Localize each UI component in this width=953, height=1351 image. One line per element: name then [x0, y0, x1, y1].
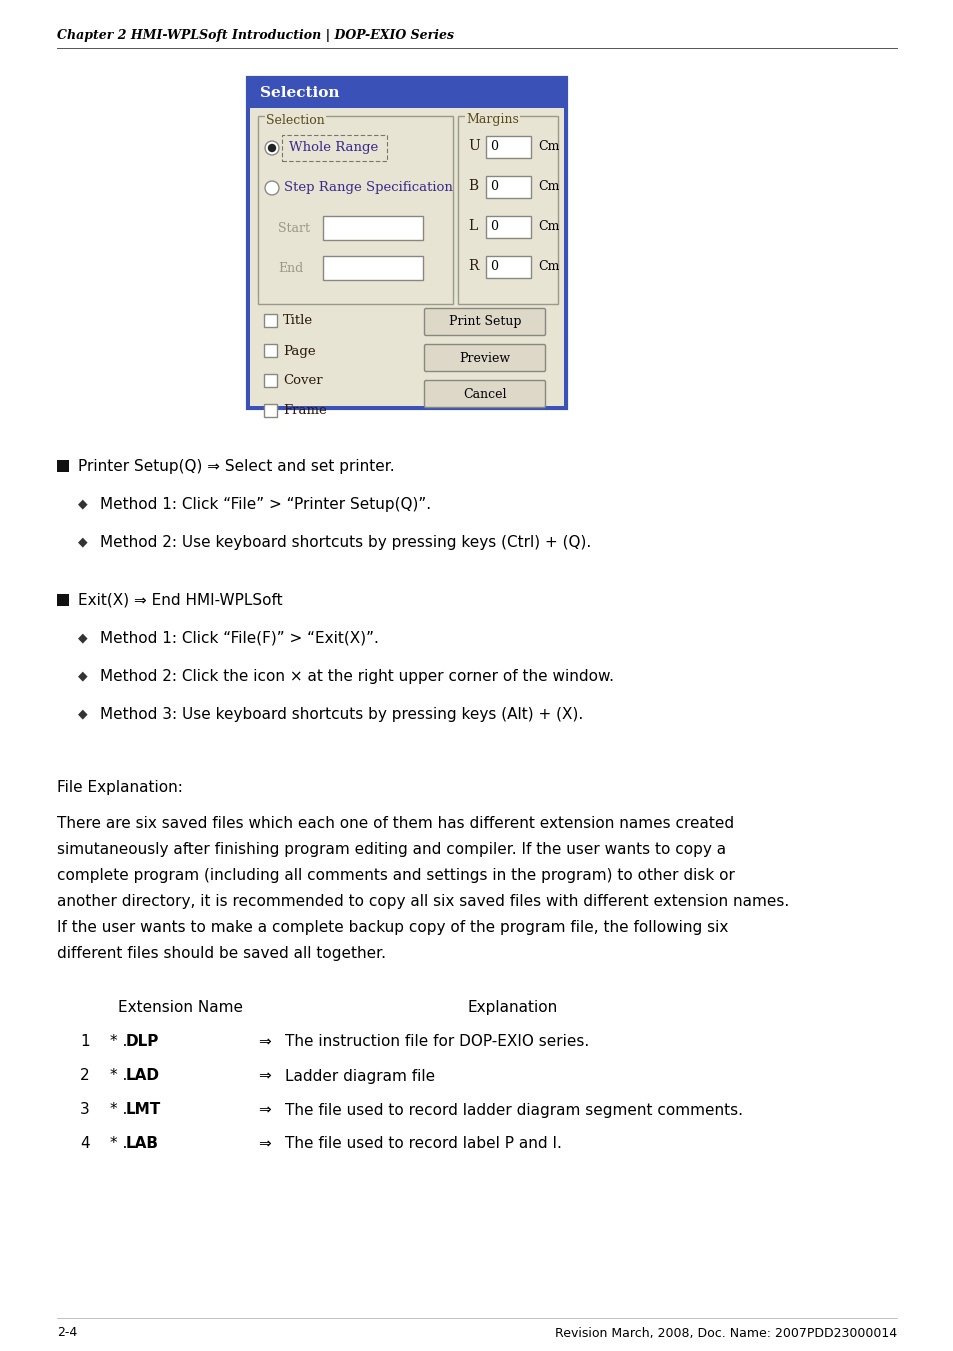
Text: End: End — [277, 262, 303, 274]
Bar — [250, 78, 563, 108]
Text: * .: * . — [110, 1035, 128, 1050]
Text: Method 2: Click the icon × at the right upper corner of the window.: Method 2: Click the icon × at the right … — [100, 669, 614, 684]
Text: * .: * . — [110, 1102, 128, 1117]
FancyBboxPatch shape — [424, 308, 545, 335]
Bar — [457, 116, 558, 304]
Text: Chapter 2 HMI-WPLSoft Introduction | DOP-EXIO Series: Chapter 2 HMI-WPLSoft Introduction | DOP… — [57, 28, 454, 42]
Text: Cm: Cm — [537, 259, 558, 273]
Text: Selection: Selection — [260, 86, 339, 100]
Text: Cover: Cover — [283, 374, 322, 388]
Circle shape — [265, 181, 278, 195]
Text: Margins: Margins — [465, 113, 518, 127]
Text: Cm: Cm — [537, 219, 558, 232]
Text: Preview: Preview — [459, 351, 510, 365]
Text: B: B — [468, 178, 477, 193]
Bar — [57, 459, 69, 471]
Text: There are six saved files which each one of them has different extension names c: There are six saved files which each one… — [57, 816, 734, 831]
FancyBboxPatch shape — [424, 345, 545, 372]
Text: 0: 0 — [490, 139, 497, 153]
Text: The instruction file for DOP-EXIO series.: The instruction file for DOP-EXIO series… — [285, 1035, 589, 1050]
Text: Explanation: Explanation — [468, 1000, 558, 1015]
Text: Revision March, 2008, Doc. Name: 2007PDD23000014: Revision March, 2008, Doc. Name: 2007PDD… — [555, 1327, 896, 1339]
Text: ◆: ◆ — [78, 708, 88, 720]
Text: ⇒: ⇒ — [257, 1069, 271, 1084]
Circle shape — [268, 145, 275, 151]
Text: Printer Setup(Q) ⇒ Select and set printer.: Printer Setup(Q) ⇒ Select and set printe… — [78, 458, 395, 473]
Text: ◆: ◆ — [78, 497, 88, 511]
Text: complete program (including all comments and settings in the program) to other d: complete program (including all comments… — [57, 867, 734, 884]
Circle shape — [265, 141, 278, 155]
Bar — [485, 136, 531, 158]
Text: ◆: ◆ — [78, 535, 88, 549]
Text: Print Setup: Print Setup — [448, 316, 520, 328]
Text: Method 2: Use keyboard shortcuts by pressing keys (Ctrl) + (Q).: Method 2: Use keyboard shortcuts by pres… — [100, 535, 591, 550]
Text: Title: Title — [283, 315, 313, 327]
Bar — [264, 404, 276, 417]
Bar — [264, 374, 276, 386]
Bar — [323, 255, 422, 280]
Text: Page: Page — [283, 345, 315, 358]
Bar — [485, 176, 531, 199]
Text: 1: 1 — [80, 1035, 90, 1050]
Text: Extension Name: Extension Name — [118, 1000, 243, 1015]
Text: LMT: LMT — [126, 1102, 161, 1117]
Text: Whole Range: Whole Range — [289, 142, 378, 154]
Text: Cm: Cm — [537, 139, 558, 153]
Text: ⇒: ⇒ — [257, 1035, 271, 1050]
Text: * .: * . — [110, 1136, 128, 1151]
Text: Cancel: Cancel — [463, 388, 506, 400]
Text: 4: 4 — [80, 1136, 90, 1151]
Bar — [257, 116, 453, 304]
Bar — [57, 594, 69, 607]
FancyBboxPatch shape — [424, 381, 545, 408]
Text: ◆: ◆ — [78, 670, 88, 682]
Text: 2-4: 2-4 — [57, 1327, 77, 1339]
Text: LAB: LAB — [126, 1136, 159, 1151]
Text: Frame: Frame — [283, 404, 327, 417]
Text: Method 1: Click “File(F)” > “Exit(X)”.: Method 1: Click “File(F)” > “Exit(X)”. — [100, 631, 378, 646]
Text: If the user wants to make a complete backup copy of the program file, the follow: If the user wants to make a complete bac… — [57, 920, 727, 935]
Text: * .: * . — [110, 1069, 128, 1084]
Text: Start: Start — [277, 222, 310, 235]
Bar — [264, 345, 276, 357]
Text: ⇒: ⇒ — [257, 1102, 271, 1117]
Text: Step Range Specification: Step Range Specification — [284, 181, 453, 195]
Text: File Explanation:: File Explanation: — [57, 780, 183, 794]
Bar — [485, 216, 531, 238]
Text: Method 1: Click “File” > “Printer Setup(Q)”.: Method 1: Click “File” > “Printer Setup(… — [100, 497, 431, 512]
Text: Selection: Selection — [266, 113, 324, 127]
Text: Method 3: Use keyboard shortcuts by pressing keys (Alt) + (X).: Method 3: Use keyboard shortcuts by pres… — [100, 707, 582, 721]
Bar — [248, 78, 565, 408]
Text: 0: 0 — [490, 180, 497, 192]
Text: 2: 2 — [80, 1069, 90, 1084]
Text: 3: 3 — [80, 1102, 90, 1117]
Text: The file used to record ladder diagram segment comments.: The file used to record ladder diagram s… — [285, 1102, 742, 1117]
Text: another directory, it is recommended to copy all six saved files with different : another directory, it is recommended to … — [57, 894, 788, 909]
Text: R: R — [468, 259, 477, 273]
Bar — [323, 216, 422, 240]
Text: ⇒: ⇒ — [257, 1136, 271, 1151]
Text: The file used to record label P and I.: The file used to record label P and I. — [285, 1136, 561, 1151]
Text: LAD: LAD — [126, 1069, 160, 1084]
Text: U: U — [468, 139, 479, 153]
Text: Ladder diagram file: Ladder diagram file — [285, 1069, 435, 1084]
Text: 0: 0 — [490, 219, 497, 232]
Bar — [282, 135, 387, 161]
Text: different files should be saved all together.: different files should be saved all toge… — [57, 946, 386, 961]
Text: ◆: ◆ — [78, 631, 88, 644]
Text: Exit(X) ⇒ End HMI-WPLSoft: Exit(X) ⇒ End HMI-WPLSoft — [78, 593, 282, 608]
Bar — [264, 313, 276, 327]
Bar — [250, 108, 563, 407]
Text: L: L — [468, 219, 476, 232]
Text: simutaneously after finishing program editing and compiler. If the user wants to: simutaneously after finishing program ed… — [57, 842, 725, 857]
Bar — [485, 255, 531, 278]
Text: DLP: DLP — [126, 1035, 159, 1050]
Text: Cm: Cm — [537, 180, 558, 192]
Text: 0: 0 — [490, 259, 497, 273]
